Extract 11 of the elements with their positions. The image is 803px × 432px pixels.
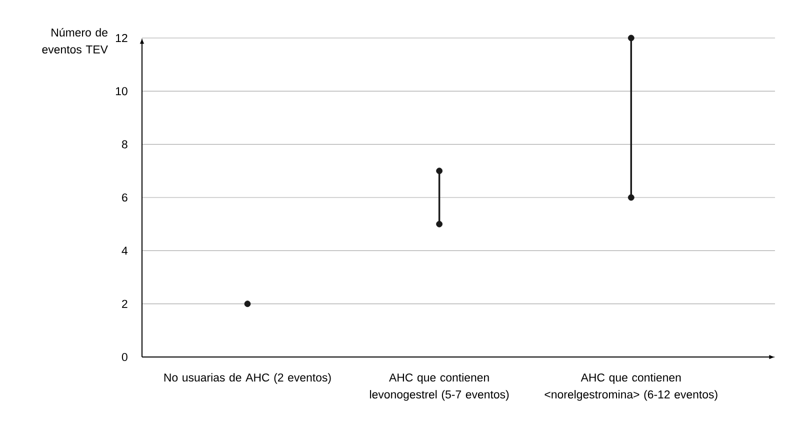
y-tick-label: 0 [122, 352, 128, 362]
y-axis-title: Número de eventos TEV [42, 28, 108, 54]
y-tick-label: 6 [122, 193, 128, 202]
x-tick-label: AHC que contienen levonogestrel (5-7 eventos) [370, 373, 509, 401]
y-tick-label: 8 [122, 140, 128, 148]
x-tick-label: AHC que contienen <norelgestromina> (6-12 eventos) [544, 373, 718, 401]
y-tick-label: 12 [116, 34, 128, 42]
x-tick-label: No usuarias de AHC (2 eventos) [164, 373, 331, 384]
y-tick-label: 10 [116, 87, 128, 96]
y-tick-label: 2 [122, 300, 128, 308]
y-tick-label: 4 [122, 246, 128, 255]
